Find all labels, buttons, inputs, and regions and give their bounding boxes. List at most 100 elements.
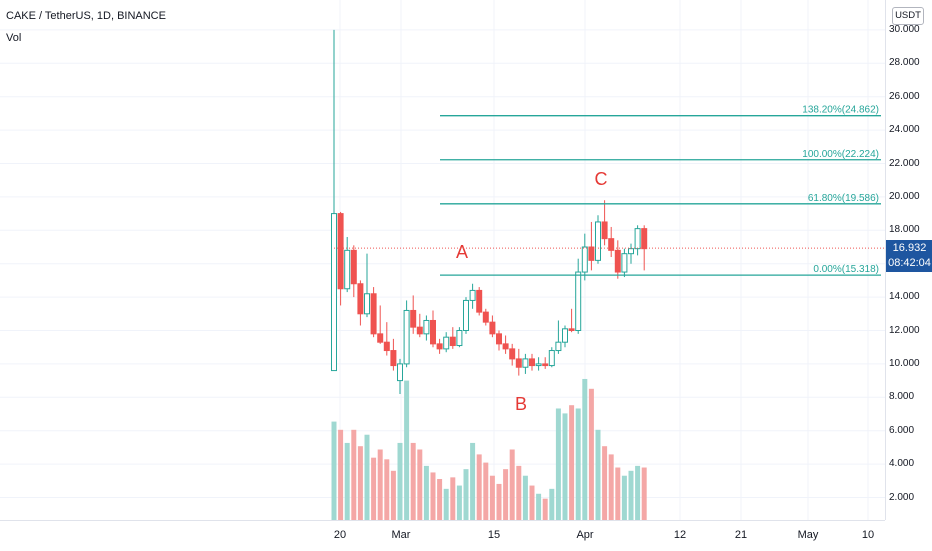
- price-axis[interactable]: USDT 30.000 28.000 26.000 24.000 22.000 20.00…: [885, 0, 932, 520]
- volume-bar: [404, 380, 410, 520]
- candle-down: [337, 213, 344, 290]
- bar-countdown: 08:42:04: [888, 257, 931, 269]
- price-tick-label: 24.000: [889, 124, 920, 136]
- wave-label-a: A: [456, 242, 468, 262]
- volume-bar: [470, 442, 476, 520]
- candle-up: [555, 341, 562, 352]
- candle-up: [535, 363, 542, 367]
- price-tick-label: 18.000: [889, 224, 920, 236]
- candle-down: [496, 333, 502, 345]
- volume-bar: [549, 488, 555, 520]
- price-tick-label: 30.000: [889, 23, 920, 35]
- candle-down: [449, 336, 456, 347]
- volume-bar: [529, 485, 535, 520]
- candle-down: [509, 348, 516, 360]
- price-tick-label: 26.000: [889, 90, 920, 102]
- volume-bar: [562, 413, 568, 520]
- wave-label-c: C: [595, 169, 608, 189]
- candle-down: [588, 246, 595, 261]
- candle-down: [542, 363, 549, 367]
- candle-up: [581, 246, 588, 273]
- chart-area[interactable]: 138.20%(24.862) 100.00%(22.224) 61.80%(19.…: [0, 0, 885, 520]
- candle-down: [416, 326, 423, 335]
- volume-bar: [608, 454, 614, 520]
- last-price: 16.932: [892, 242, 927, 254]
- candle-down: [410, 309, 417, 328]
- volume-bar: [344, 442, 350, 520]
- candle-down: [390, 350, 397, 367]
- volume-bar: [476, 454, 482, 520]
- candle-up: [634, 228, 641, 250]
- volume-bar: [516, 465, 522, 520]
- time-axis[interactable]: 20 Mar 15 Apr 12 21 May 10: [0, 520, 885, 551]
- price-tick-label: 10.000: [889, 357, 920, 369]
- volume-bar: [588, 388, 594, 520]
- time-tick-label: 20: [333, 529, 347, 541]
- volume-bar: [463, 469, 469, 520]
- time-tick-label: May: [797, 529, 819, 541]
- volume-bar: [437, 479, 443, 520]
- volume-bar: [509, 449, 515, 520]
- candle-down: [601, 221, 608, 240]
- price-tick-label: 22.000: [889, 157, 920, 169]
- price-tick-label: 28.000: [889, 57, 920, 69]
- volume-bar: [595, 429, 601, 520]
- price-tick-label: 14.000: [889, 291, 920, 303]
- candle-down: [489, 321, 496, 335]
- last-price-tag: 16.932 08:42:04: [886, 240, 932, 272]
- volume-bar: [450, 477, 456, 520]
- candle-down: [515, 358, 522, 368]
- candle-up: [344, 249, 351, 290]
- candle-up: [403, 309, 410, 365]
- candle-up: [562, 328, 568, 343]
- candle-down: [476, 289, 483, 313]
- volume-bar: [602, 446, 608, 520]
- volume-bar: [331, 421, 337, 520]
- currency-button[interactable]: USDT: [892, 7, 924, 25]
- candle-up: [628, 248, 634, 255]
- volume-label: Vol: [6, 32, 22, 44]
- volume-bar: [522, 475, 528, 520]
- volume-bar: [555, 408, 561, 520]
- time-tick-label: 15: [487, 529, 501, 541]
- time-tick-label: 21: [734, 529, 748, 541]
- candle-up: [595, 221, 601, 261]
- volume-bar: [582, 378, 588, 520]
- volume-bar: [456, 485, 462, 520]
- volume-bar: [575, 408, 581, 520]
- candle-up: [423, 319, 430, 335]
- candle-up: [463, 299, 469, 332]
- price-tick-label: 2.000: [889, 491, 915, 503]
- volume-bar: [357, 446, 363, 520]
- volume-bar: [377, 449, 383, 520]
- candle-up: [469, 289, 476, 301]
- candle-up: [522, 358, 529, 368]
- volume-bar: [483, 462, 489, 520]
- price-tick-label: 6.000: [889, 424, 915, 436]
- candle-down: [608, 238, 615, 251]
- candle-down: [436, 343, 443, 350]
- volume-bar: [351, 429, 357, 520]
- volume-bar: [542, 498, 548, 520]
- fib-level-label: 61.80%(19.586): [808, 193, 879, 204]
- volume-bar: [496, 483, 502, 520]
- candle-down: [383, 341, 390, 352]
- price-tick-label: 4.000: [889, 458, 915, 470]
- volume-bar: [641, 467, 647, 520]
- candle-down: [568, 328, 575, 331]
- candle-up: [331, 213, 337, 372]
- fib-level-label: 100.00%(22.224): [802, 149, 879, 160]
- candle-down: [357, 283, 364, 315]
- candle-up: [443, 336, 450, 350]
- volume-bar: [635, 465, 641, 520]
- candle-down: [529, 358, 535, 367]
- price-tick-label: 20.000: [889, 190, 920, 202]
- candlestick-chart[interactable]: 138.20%(24.862) 100.00%(22.224) 61.80%(19.…: [0, 0, 885, 520]
- candle-up: [364, 293, 370, 315]
- price-tick-label: 8.000: [889, 391, 915, 403]
- volume-bar: [430, 472, 436, 520]
- time-tick-label: Mar: [391, 529, 411, 541]
- candle-up: [575, 271, 582, 331]
- volume-bar: [364, 434, 370, 520]
- candle-down: [614, 249, 621, 273]
